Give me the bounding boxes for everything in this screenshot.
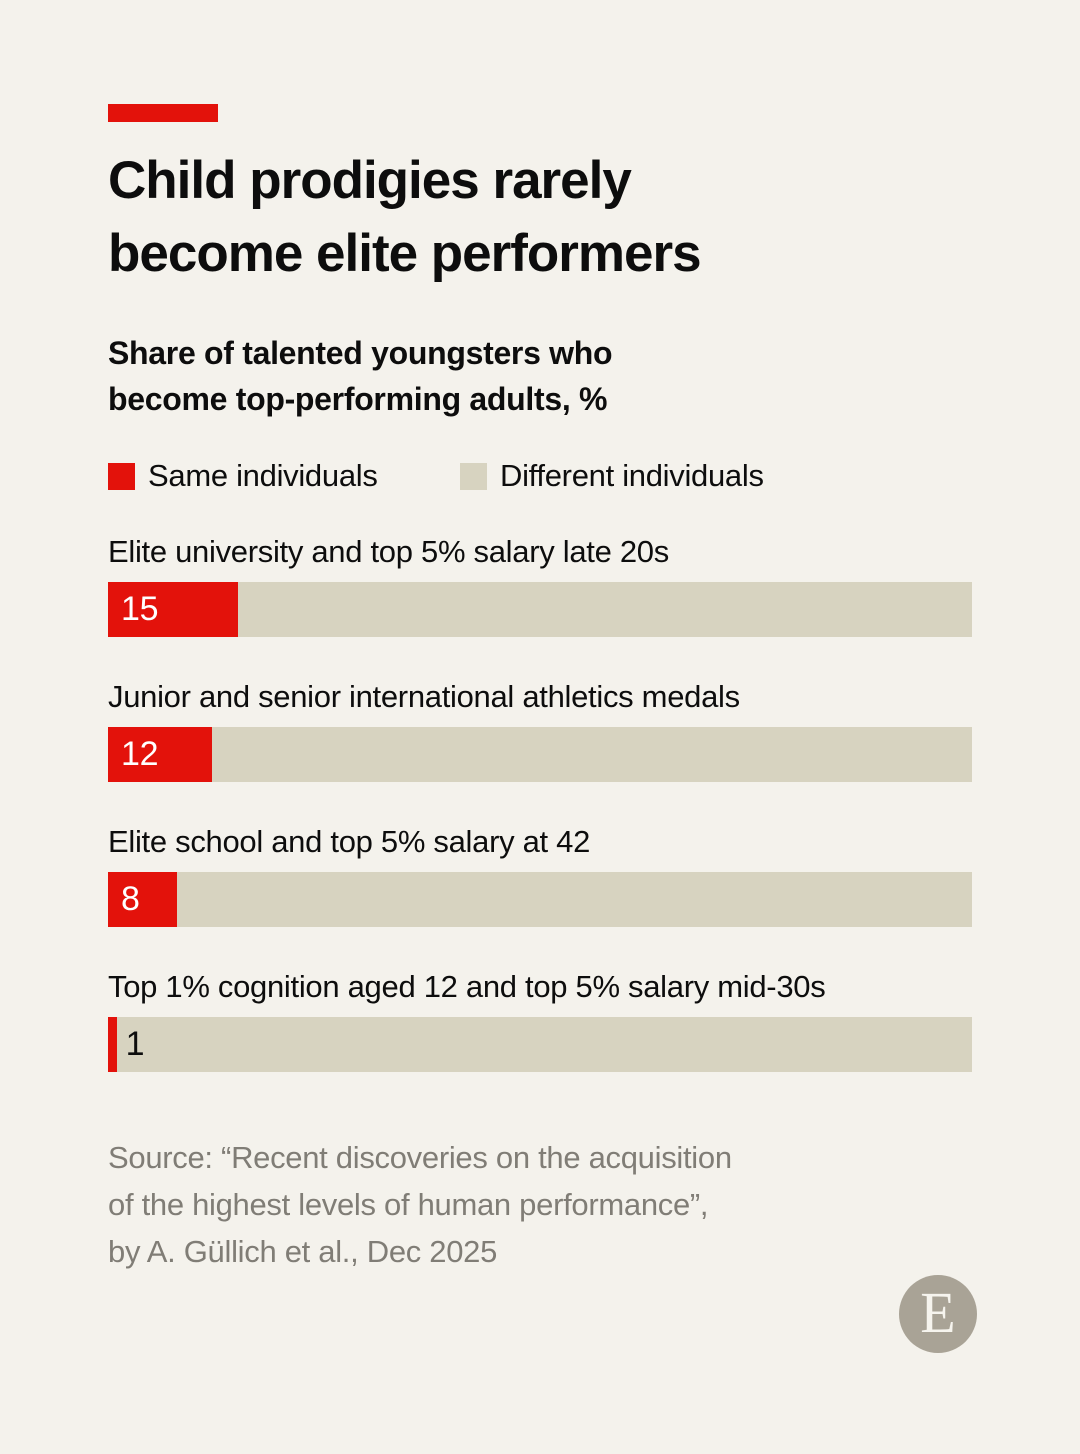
bar-row: Top 1% cognition aged 12 and top 5% sala…	[108, 969, 972, 1072]
bar-chart: Elite university and top 5% salary late …	[108, 534, 972, 1072]
bar-fill-same-individuals: 12	[108, 727, 212, 782]
brand-tick	[108, 104, 218, 122]
legend-label: Different individuals	[500, 458, 764, 493]
bar-fill-same-individuals: 8	[108, 872, 178, 927]
bar-track-different-individuals: 8	[108, 872, 972, 927]
bar-category-label: Elite university and top 5% salary late …	[108, 534, 669, 569]
legend-swatch-beige	[460, 462, 487, 490]
economist-logo-letter: E	[920, 1280, 956, 1345]
economist-logo: E	[899, 1275, 977, 1353]
legend-label: Same individuals	[148, 458, 378, 493]
bar-value-label: 1	[125, 1025, 145, 1063]
page-title: Child prodigies rarely become elite perf…	[108, 144, 972, 290]
legend-item-same-individuals: Same individuals	[108, 458, 460, 494]
source-line-3: by A. Güllich et al., Dec 2025	[108, 1234, 498, 1269]
bar-category-label: Elite school and top 5% salary at 42	[108, 824, 591, 859]
bar-value-label: 8	[121, 880, 140, 918]
legend: Same individuals Different individuals	[108, 458, 972, 494]
source-line-2: of the highest levels of human performan…	[108, 1187, 709, 1222]
bar-value-label: 15	[121, 590, 159, 628]
bar-track-different-individuals: 15	[108, 582, 972, 637]
bar-row: Junior and senior international athletic…	[108, 679, 972, 782]
legend-swatch-red	[108, 462, 135, 490]
bar-value-label: 12	[121, 735, 159, 773]
bar-fill-same-individuals	[108, 1017, 117, 1072]
title-line-1: Child prodigies rarely	[108, 151, 632, 210]
subtitle-line-2: become top-performing adults, %	[108, 381, 608, 417]
bar-track-different-individuals: 1	[108, 1017, 972, 1072]
bar-track-different-individuals: 12	[108, 727, 972, 782]
chart-subtitle: Share of talented youngsters who become …	[108, 330, 972, 422]
title-line-2: become elite performers	[108, 224, 702, 283]
chart-card: Child prodigies rarely become elite perf…	[0, 104, 1080, 1454]
bar-category-label: Top 1% cognition aged 12 and top 5% sala…	[108, 969, 826, 1004]
legend-item-different-individuals: Different individuals	[460, 458, 764, 494]
bar-fill-same-individuals: 15	[108, 582, 238, 637]
source-line-1: Source: “Recent discoveries on the acqui…	[108, 1140, 732, 1175]
bar-row: Elite school and top 5% salary at 42 8	[108, 824, 972, 927]
subtitle-line-1: Share of talented youngsters who	[108, 335, 613, 371]
bar-row: Elite university and top 5% salary late …	[108, 534, 972, 637]
bar-category-label: Junior and senior international athletic…	[108, 679, 740, 714]
source-note: Source: “Recent discoveries on the acqui…	[108, 1134, 828, 1275]
